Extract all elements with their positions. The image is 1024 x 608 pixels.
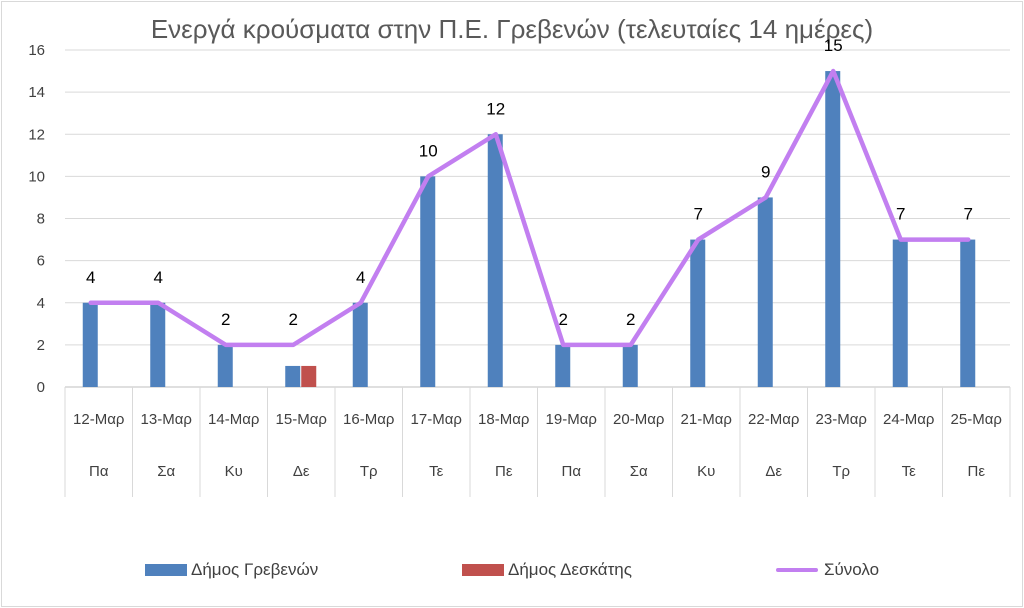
x-day-label: Δε [765, 463, 782, 480]
x-tick-label: 18-Μαρ [478, 411, 529, 428]
data-label: 4 [86, 268, 95, 287]
x-tick-label: 16-Μαρ [343, 411, 394, 428]
x-day-label: Σα [157, 463, 175, 480]
x-day-label: Σα [630, 463, 648, 480]
x-day-label: Τε [429, 463, 444, 480]
legend-item-total: Σύνολο [776, 560, 879, 580]
x-tick-label: 20-Μαρ [613, 411, 664, 428]
bar-grevena [82, 302, 98, 387]
data-label: 15 [824, 36, 843, 55]
bar-deskati [301, 365, 317, 387]
x-tick-label: 23-Μαρ [816, 411, 867, 428]
x-tick-label: 15-Μαρ [276, 411, 327, 428]
x-day-label: Πα [561, 463, 581, 480]
x-tick-label: 14-Μαρ [208, 411, 259, 428]
x-tick-label: 13-Μαρ [141, 411, 192, 428]
x-tick-label: 21-Μαρ [681, 411, 732, 428]
x-day-label: Τρ [360, 463, 378, 480]
y-tick-label: 0 [37, 379, 45, 396]
x-day-label: Τε [902, 463, 917, 480]
legend-item-grevena: Δήμος Γρεβενών [145, 560, 318, 580]
legend-swatch-deskati [462, 564, 504, 576]
legend-label-total: Σύνολο [824, 560, 880, 579]
y-tick-label: 6 [37, 253, 45, 270]
data-label: 2 [559, 310, 568, 329]
bar-grevena [352, 302, 368, 387]
x-tick-label: 19-Μαρ [546, 411, 597, 428]
total-line [88, 68, 971, 348]
data-label: 7 [896, 205, 905, 224]
x-tick-label: 24-Μαρ [883, 411, 934, 428]
data-label: 7 [964, 205, 973, 224]
total-line-path [88, 68, 971, 348]
bar-grevena [960, 239, 976, 387]
y-tick-label: 4 [37, 295, 45, 312]
chart-title: Ενεργά κρούσματα στην Π.Ε. Γρεβενών (τελ… [150, 14, 874, 44]
bars [82, 71, 976, 387]
data-label: 9 [761, 162, 770, 181]
legend: Δήμος Γρεβενών Δήμος Δεσκάτης Σύνολο [0, 560, 1024, 584]
data-label: 4 [356, 268, 365, 287]
bar-grevena [555, 344, 571, 387]
x-day-label: Δε [293, 463, 310, 480]
x-day-label: Κυ [697, 463, 715, 480]
x-tick-label: 12-Μαρ [73, 411, 124, 428]
data-label: 4 [154, 268, 163, 287]
x-day-label: Πε [495, 463, 513, 480]
x-axis: 12-Μαρ Πα 13-Μαρ Σα 14-Μαρ Κυ 15-Μαρ Δε 16-Μαρ Τρ… [64, 387, 1011, 497]
bar-grevena [285, 365, 301, 387]
bar-grevena [622, 344, 638, 387]
y-tick-label: 12 [28, 126, 45, 143]
bar-grevena [217, 344, 233, 387]
bar-grevena [150, 302, 166, 387]
bar-grevena [420, 176, 436, 387]
y-tick-label: 2 [37, 337, 45, 354]
data-label: 2 [221, 310, 230, 329]
legend-label-grevena: Δήμος Γρεβενών [191, 560, 319, 579]
y-axis: 0 2 4 6 8 10 12 14 16 [28, 42, 45, 396]
x-day-label: Κυ [225, 463, 243, 480]
legend-item-deskati: Δήμος Δεσκάτης [462, 560, 632, 580]
bar-grevena [892, 239, 908, 387]
y-tick-label: 16 [28, 42, 45, 59]
y-tick-label: 10 [28, 168, 45, 185]
x-tick-label: 22-Μαρ [748, 411, 799, 428]
legend-swatch-grevena [145, 564, 187, 576]
data-labels: 4 4 2 2 4 10 12 2 2 7 9 15 7 7 [86, 36, 973, 329]
bar-grevena [757, 197, 773, 387]
y-tick-label: 14 [28, 84, 45, 101]
y-tick-label: 8 [37, 211, 45, 228]
data-label: 10 [419, 141, 438, 160]
bar-grevena [690, 239, 706, 387]
data-label: 2 [626, 310, 635, 329]
x-day-label: Τρ [832, 463, 850, 480]
data-label: 12 [486, 99, 505, 118]
x-tick-label: 25-Μαρ [951, 411, 1002, 428]
x-day-label: Πε [967, 463, 985, 480]
gridlines [65, 49, 1010, 388]
x-day-label: Πα [89, 463, 109, 480]
bar-grevena [487, 134, 503, 387]
legend-label-deskati: Δήμος Δεσκάτης [508, 560, 632, 579]
x-tick-label: 17-Μαρ [411, 411, 462, 428]
bar-grevena [825, 71, 841, 387]
legend-swatch-total [776, 568, 818, 572]
data-label: 7 [694, 205, 703, 224]
data-label: 2 [289, 310, 298, 329]
